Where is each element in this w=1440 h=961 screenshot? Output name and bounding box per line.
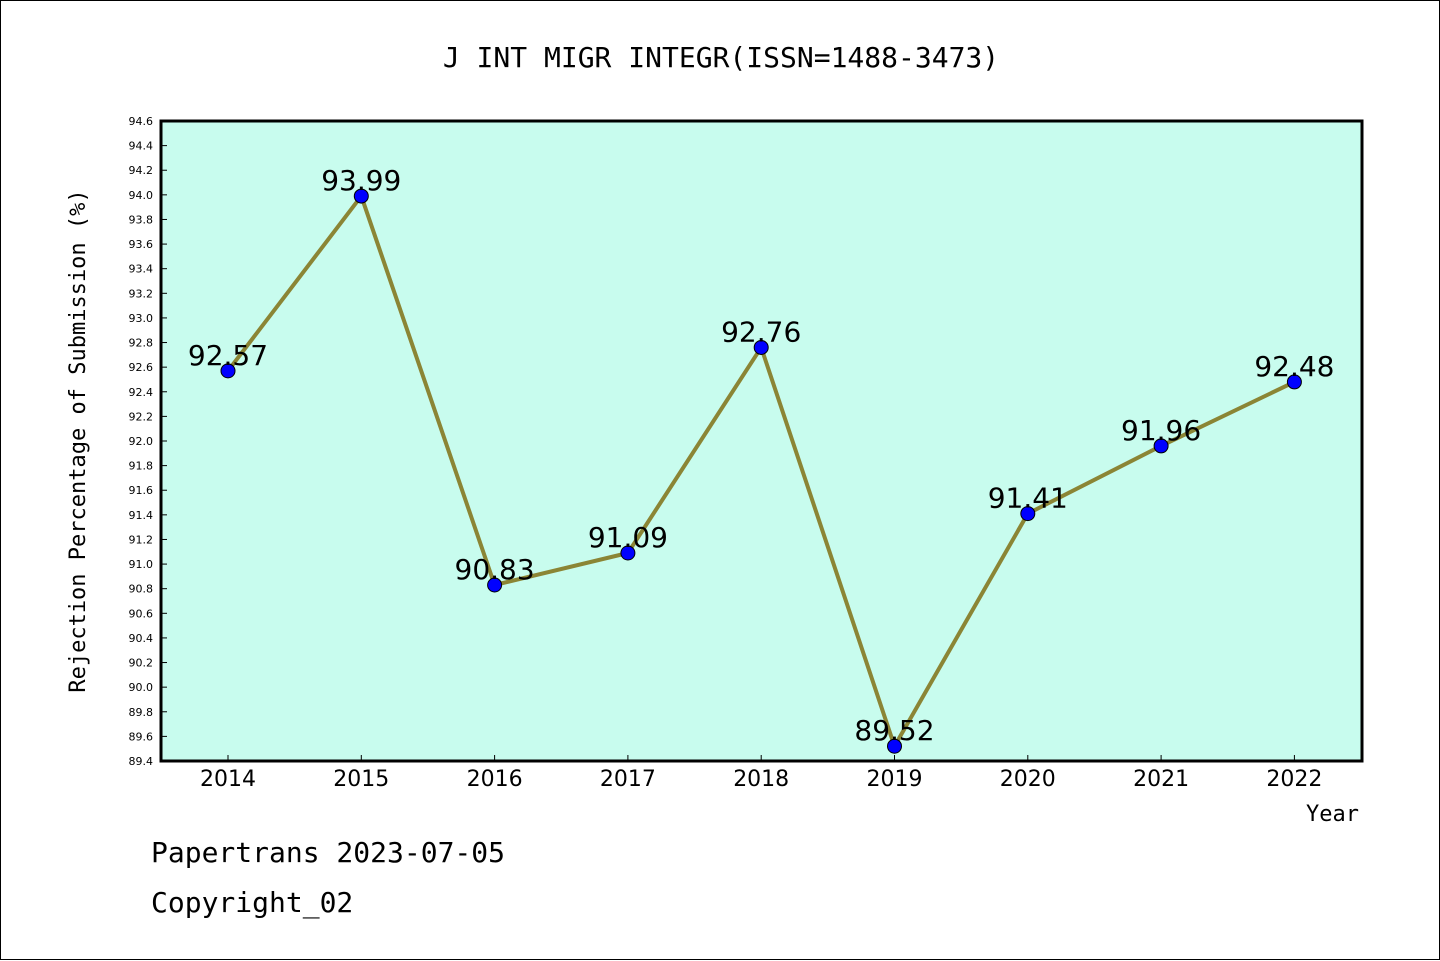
y-tick-label: 89.4 [129,755,154,768]
y-tick-label: 93.2 [129,287,154,300]
y-tick-label: 93.0 [129,312,154,325]
x-tick-label: 2020 [1000,767,1056,792]
data-point-2020 [1020,506,1036,522]
y-tick-label: 91.8 [129,460,154,473]
x-tick-label: 2019 [867,767,923,792]
data-point-2017 [620,545,636,561]
y-tick-label: 93.8 [129,213,154,226]
data-point-2019 [887,738,902,754]
x-tick-label: 2016 [467,767,523,792]
y-tick-label: 91.0 [129,558,154,571]
y-tick-label: 93.6 [129,238,154,251]
y-tick-label: 91.6 [129,484,154,497]
data-point-2015 [353,188,369,204]
chart-title: J INT MIGR INTEGR(ISSN=1488-3473) [443,41,999,74]
x-tick-label: 2015 [333,767,389,792]
data-label-2020: 91.41 [988,482,1068,515]
x-tick-label: 2022 [1266,767,1322,792]
data-label-2015: 93.99 [321,164,401,197]
x-axis-label: Year [1306,802,1359,827]
y-tick-label: 94.0 [129,189,154,202]
y-tick-label: 91.2 [129,533,154,546]
x-tick-label: 2018 [733,767,789,792]
y-tick-label: 92.6 [129,361,154,374]
y-tick-label: 89.8 [129,706,154,719]
y-tick-label: 93.4 [129,263,154,276]
footer-copyright: Copyright_02 [151,886,354,919]
y-tick-label: 90.6 [129,607,154,620]
footer-date: Papertrans 2023-07-05 [151,836,506,869]
plot-border [159,119,1364,763]
data-point-2021 [1153,438,1169,454]
x-tick-label: 2017 [600,767,656,792]
y-axis-label: Rejection Percentage of Submission (%) [66,189,91,692]
y-tick-label: 89.6 [129,730,154,743]
y-tick-label: 90.8 [129,583,154,596]
data-label-2014: 92.57 [188,339,268,372]
series-line-group: 92.57 93.99 90.83 91.09 92.76 89.52 91.41 91.96… [188,164,1334,754]
y-tick-label: 90.0 [129,681,154,694]
y-tick-label: 94.4 [129,140,154,153]
x-tick-label: 2014 [200,767,256,792]
y-tick-label: 92.8 [129,337,154,350]
data-point-2018 [753,339,769,355]
data-label-2016: 90.83 [455,553,535,586]
x-tick-label: 2021 [1133,767,1189,792]
y-tick-label: 90.2 [129,657,154,670]
y-tick-label: 92.0 [129,435,154,448]
y-tick-label: 92.4 [129,386,154,399]
x-axis: 2014 2015 2016 2017 2018 2019 2020 2021 2022 [200,755,1322,792]
y-tick-label: 92.2 [129,410,154,423]
y-tick-label: 94.6 [129,115,154,128]
data-point-2022 [1286,374,1302,390]
data-point-2016 [487,577,503,593]
y-tick-label: 91.4 [129,509,154,522]
data-point-2014 [220,363,236,379]
data-label-2018: 92.76 [721,315,801,348]
y-axis: 89.4 89.6 89.8 90.0 90.2 90.4 90.6 90.8 91.0 91.2… [129,115,167,768]
data-label-2017: 91.09 [588,521,668,554]
data-label-2022: 92.48 [1254,350,1334,383]
data-label-2021: 91.96 [1121,414,1201,447]
y-tick-label: 94.2 [129,164,154,177]
y-tick-label: 90.4 [129,632,154,645]
data-label-2019: 89.52 [854,714,934,747]
